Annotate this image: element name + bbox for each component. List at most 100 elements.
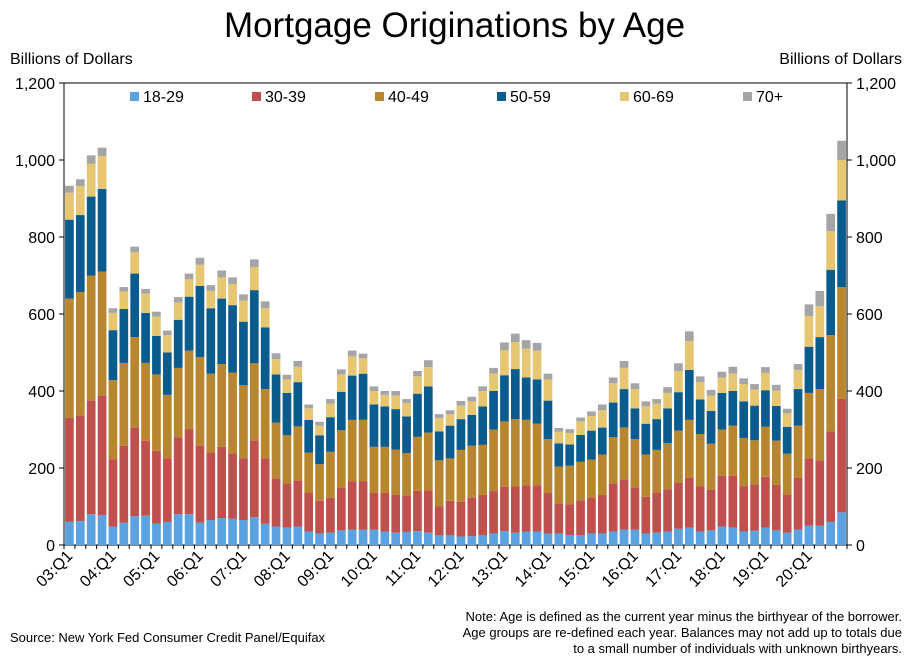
bar-segment-30-39 (837, 398, 846, 513)
x-tick-label: 07:Q1 (207, 548, 250, 591)
bar-segment-60-69 (793, 369, 803, 390)
bar-segment-18-29 (119, 522, 129, 545)
bar-segment-60-69 (467, 401, 477, 415)
bar-segment-50-59 (271, 374, 281, 423)
legend-label-50-59: 50-59 (510, 89, 551, 106)
bar-segment-70+ (663, 387, 672, 393)
bar-segment-18-29 (239, 519, 248, 545)
bar-segment-18-29 (771, 530, 781, 545)
legend-swatch-18-29 (130, 92, 139, 101)
bar-segment-40-49 (576, 461, 585, 501)
bar-segment-60-69 (478, 391, 488, 407)
bar-segment-40-49 (184, 350, 194, 430)
bar-segment-30-39 (282, 483, 292, 528)
bar-segment-70+ (510, 333, 520, 343)
bar-segment-30-39 (434, 506, 444, 536)
bar-segment-60-69 (402, 402, 411, 417)
bar-segment-18-29 (641, 533, 651, 545)
bar-segment-60-69 (597, 410, 607, 428)
bar-segment-70+ (456, 401, 466, 406)
bar-segment-50-59 (750, 405, 759, 441)
bar-segment-30-39 (369, 493, 379, 530)
x-tick-label: 04:Q1 (77, 548, 120, 591)
bar-segment-18-29 (326, 532, 335, 545)
bar-segment-18-29 (260, 523, 270, 545)
bar-segment-60-69 (108, 312, 118, 331)
bar-segment-40-49 (750, 440, 759, 485)
bar-segment-30-39 (119, 445, 129, 523)
bar-segment-40-49 (260, 389, 270, 459)
bar-segment-18-29 (565, 534, 575, 545)
bar-segment-70+ (249, 259, 259, 268)
bar-segment-18-29 (837, 512, 846, 545)
bar-segment-30-39 (141, 440, 150, 516)
bar-segment-40-49 (347, 419, 357, 482)
bar-segment-40-49 (543, 439, 553, 494)
bar-segment-70+ (358, 353, 368, 359)
bar-segment-18-29 (141, 515, 150, 545)
y-tick-label-right: 600 (856, 307, 883, 324)
bar-segment-30-39 (761, 476, 770, 528)
x-tick-label: 05:Q1 (120, 548, 163, 591)
bar-segment-30-39 (75, 415, 85, 522)
bar-segment-60-69 (391, 395, 401, 410)
x-tick-label: 10:Q1 (338, 548, 381, 591)
bar-segment-40-49 (239, 385, 248, 459)
bar-segment-40-49 (630, 439, 640, 488)
bar-segment-70+ (141, 288, 150, 294)
bar-segment-40-49 (684, 419, 694, 478)
bar-segment-18-29 (652, 532, 662, 545)
bar-segment-40-49 (65, 298, 74, 418)
bar-segment-70+ (684, 331, 694, 341)
bar-segment-40-49 (500, 421, 509, 487)
bar-segment-18-29 (467, 536, 477, 545)
bar-segment-30-39 (782, 494, 792, 533)
bar-segment-70+ (630, 383, 640, 390)
bar-segment-60-69 (532, 350, 542, 380)
bar-segment-40-49 (837, 287, 846, 399)
bar-segment-50-59 (652, 419, 662, 450)
bar-segment-30-39 (576, 500, 585, 535)
bar-segment-30-39 (271, 478, 281, 527)
bar-segment-40-49 (271, 422, 281, 479)
x-tick-label: 19:Q1 (729, 548, 772, 591)
bar-segment-70+ (271, 353, 281, 360)
bar-segment-18-29 (619, 529, 629, 545)
bar-segment-70+ (315, 421, 324, 426)
bar-segment-30-39 (239, 458, 248, 520)
bar-segment-50-59 (793, 389, 803, 426)
bar-segment-18-29 (478, 535, 488, 546)
bar-segment-30-39 (706, 489, 716, 531)
bar-segment-50-59 (195, 285, 205, 358)
bar-segment-70+ (326, 399, 335, 404)
bar-segment-18-29 (510, 532, 520, 545)
bar-segment-70+ (532, 342, 542, 351)
bar-segment-18-29 (554, 533, 564, 545)
bar-segment-30-39 (619, 479, 629, 530)
bar-segment-60-69 (815, 306, 825, 338)
bar-segment-70+ (641, 401, 651, 407)
bar-segment-18-29 (793, 529, 803, 545)
bar-segment-70+ (597, 404, 607, 411)
y-tick-label-left: 800 (28, 230, 55, 247)
bar-segment-60-69 (195, 264, 205, 286)
bar-segment-70+ (119, 287, 129, 292)
bar-segment-50-59 (184, 296, 194, 351)
bar-segment-30-39 (402, 495, 411, 532)
bar-segment-50-59 (837, 200, 846, 288)
bar-segment-30-39 (663, 489, 672, 532)
bar-segment-60-69 (782, 413, 792, 427)
bar-segment-18-29 (674, 528, 683, 545)
bar-segment-50-59 (597, 427, 607, 455)
bar-segment-40-49 (587, 459, 596, 499)
bar-segment-50-59 (65, 219, 74, 299)
bar-segment-50-59 (108, 330, 118, 381)
bar-segment-70+ (282, 374, 292, 380)
bar-segment-70+ (184, 273, 194, 280)
bar-segment-40-49 (815, 389, 825, 461)
bar-segment-50-59 (554, 443, 564, 467)
bar-segment-30-39 (489, 491, 498, 534)
bar-segment-40-49 (217, 364, 227, 447)
bar-segment-30-39 (554, 503, 564, 534)
bar-segment-70+ (837, 140, 846, 160)
